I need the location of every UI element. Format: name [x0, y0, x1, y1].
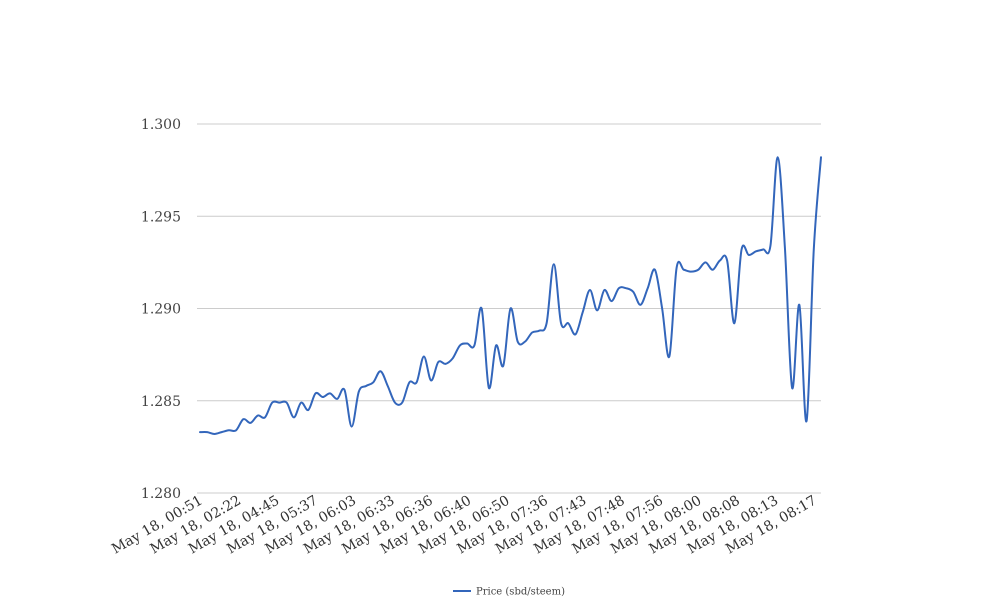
y-tick-label: 1.285: [141, 394, 181, 410]
gridlines: [197, 123, 821, 494]
y-tick-label: 1.280: [141, 486, 181, 502]
series-line: [199, 156, 822, 435]
series-group: [199, 156, 822, 435]
y-axis-ticks: 1.280 1.285 1.290 1.295 1.300: [141, 117, 181, 502]
y-tick-label: 1.295: [141, 209, 181, 225]
legend-label: Price (sbd/steem): [476, 587, 565, 598]
legend[interactable]: Price (sbd/steem): [453, 587, 565, 598]
y-tick-label: 1.290: [141, 302, 181, 318]
y-tick-label: 1.300: [141, 117, 181, 133]
